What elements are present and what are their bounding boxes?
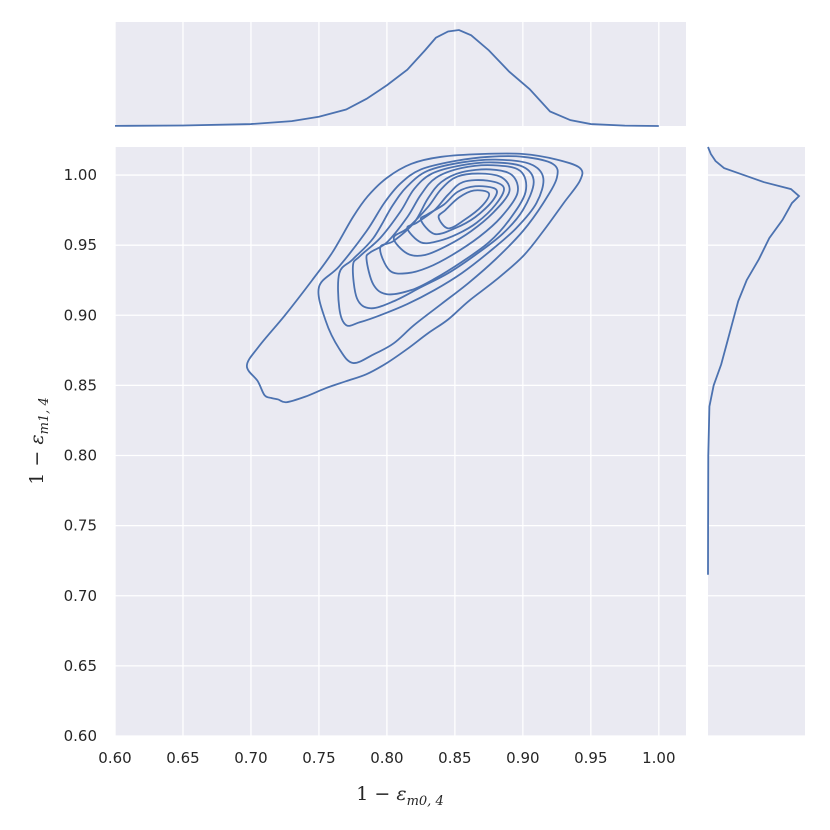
x-tick-label: 0.60 bbox=[98, 749, 131, 767]
x-tick-label: 0.85 bbox=[438, 749, 471, 767]
y-tick-label: 1.00 bbox=[64, 166, 97, 184]
x-tick-label: 0.70 bbox=[234, 749, 267, 767]
y-marginal-background bbox=[708, 147, 805, 736]
kde-contour-level-5 bbox=[365, 164, 528, 296]
x-tick-label: 0.80 bbox=[370, 749, 403, 767]
x-tick-label: 0.90 bbox=[506, 749, 539, 767]
x-axis-label-symbol: ε bbox=[396, 783, 406, 805]
x-marginal-kde-line bbox=[114, 29, 659, 127]
kde-contour-level-2 bbox=[317, 155, 559, 364]
y-tick-label: 0.95 bbox=[64, 236, 97, 254]
y-tick-label: 0.65 bbox=[64, 657, 97, 675]
y-axis-label-prefix: 1 − bbox=[26, 445, 48, 485]
x-tick-labels: 0.60 0.65 0.70 0.75 0.80 0.85 0.90 0.95 1.00 bbox=[98, 749, 675, 767]
y-tick-label: 0.80 bbox=[64, 447, 97, 465]
y-tick-label: 0.75 bbox=[64, 517, 97, 535]
y-tick-label: 0.85 bbox=[64, 376, 97, 394]
x-marginal-grid bbox=[114, 22, 660, 126]
x-axis-label: 1 − εm0, 4 bbox=[356, 783, 443, 809]
x-tick-label: 0.65 bbox=[166, 749, 199, 767]
y-tick-label: 0.60 bbox=[64, 727, 97, 745]
kde-contour-level-6 bbox=[379, 168, 519, 275]
kde-contour-level-10 bbox=[437, 189, 491, 230]
kde-contour-level-9 bbox=[419, 185, 498, 236]
kde-contours bbox=[245, 152, 584, 404]
y-marginal-kde-line bbox=[707, 146, 801, 575]
y-marginal-grid bbox=[708, 174, 805, 737]
kde-contour-level-4 bbox=[351, 161, 535, 310]
main-grid bbox=[114, 147, 686, 737]
x-tick-label: 0.95 bbox=[574, 749, 607, 767]
kde-contour-level-1 bbox=[245, 152, 584, 404]
kde-contour-level-3 bbox=[337, 158, 545, 327]
y-axis-label-subscript: m1, 4 bbox=[37, 397, 52, 434]
x-axis-label-subscript: m0, 4 bbox=[407, 794, 444, 809]
y-tick-labels: 0.60 0.65 0.70 0.75 0.80 0.85 0.90 0.95 1.00 bbox=[64, 166, 97, 745]
y-axis-label-symbol: ε bbox=[26, 434, 48, 444]
x-tick-label: 1.00 bbox=[642, 749, 675, 767]
kde-contour-level-7 bbox=[392, 172, 511, 257]
y-axis-label: 1 − εm1, 4 bbox=[26, 397, 52, 484]
y-tick-label: 0.70 bbox=[64, 587, 97, 605]
y-tick-label: 0.90 bbox=[64, 306, 97, 324]
x-tick-label: 0.75 bbox=[302, 749, 335, 767]
x-axis-label-prefix: 1 − bbox=[356, 783, 396, 805]
